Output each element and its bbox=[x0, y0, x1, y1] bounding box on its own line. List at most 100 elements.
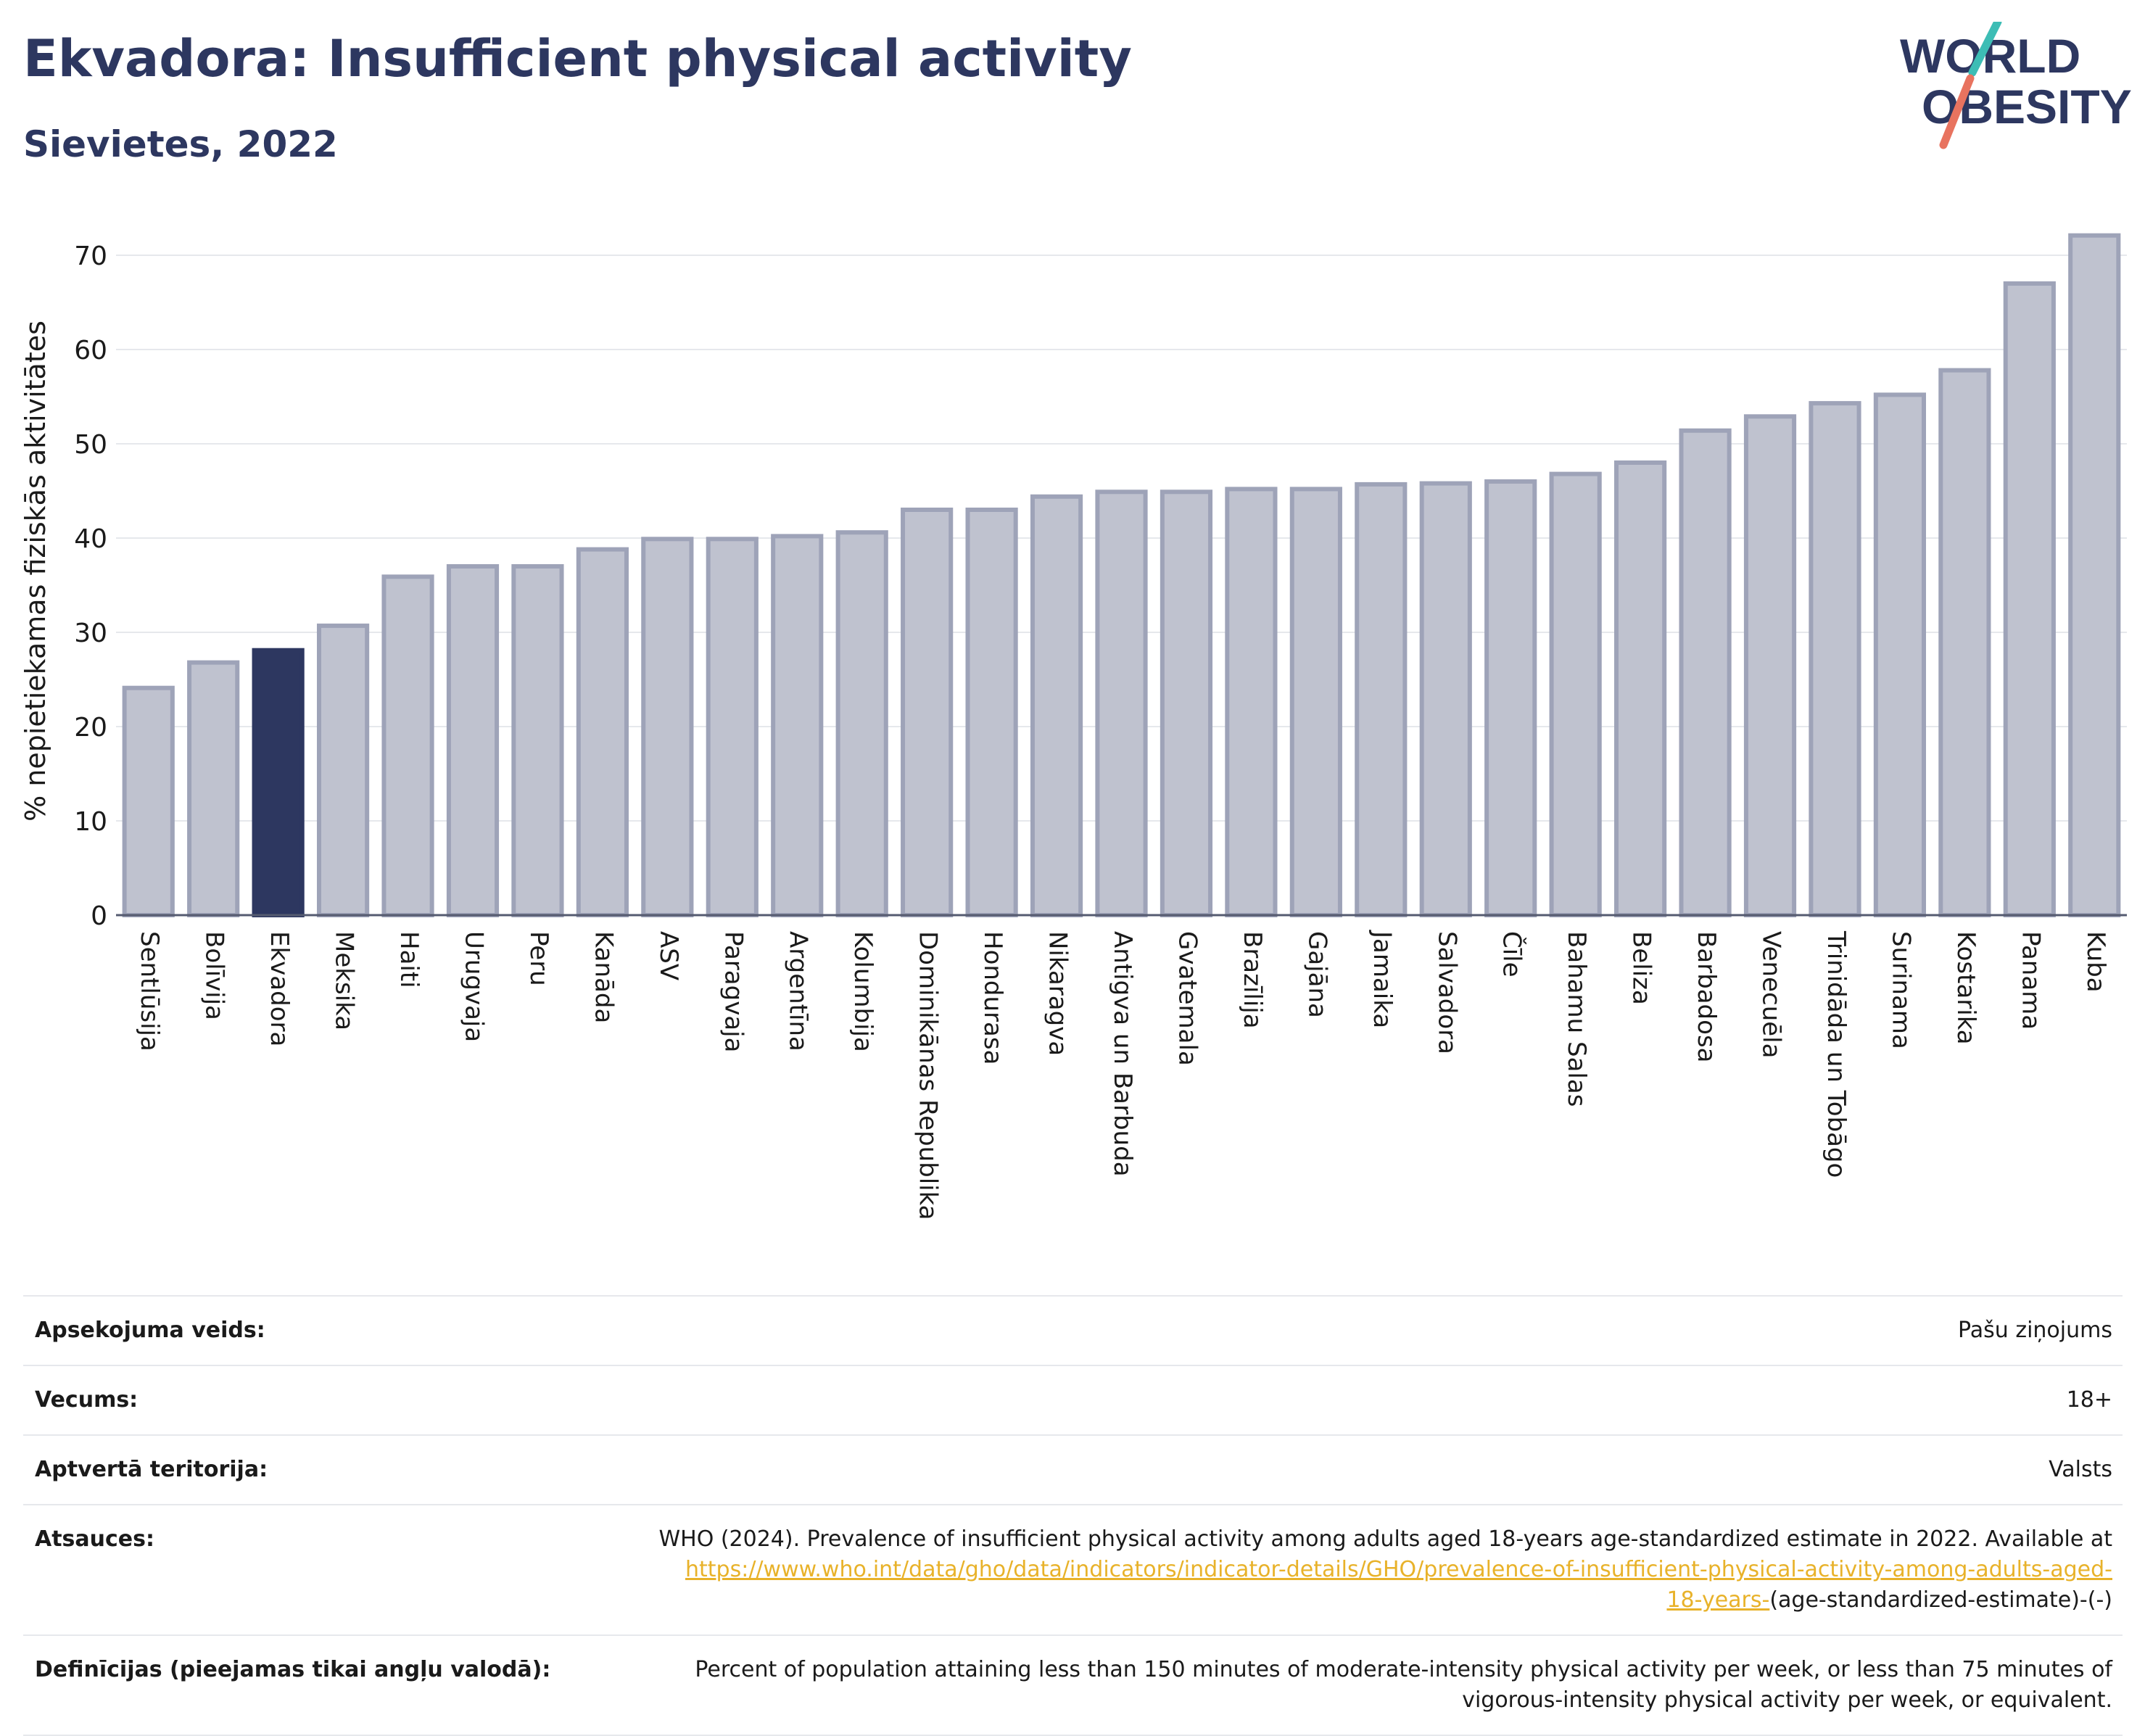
metadata-table: Apsekojuma veids: Pašu ziņojums Vecums: … bbox=[23, 1295, 2123, 1736]
bar bbox=[576, 547, 629, 917]
logo-slash-coral bbox=[1939, 74, 1975, 149]
x-tick-label: Kanāda bbox=[589, 931, 618, 1023]
coverage-value: Valsts bbox=[567, 1434, 2123, 1505]
bar bbox=[2068, 233, 2121, 917]
bar bbox=[641, 537, 694, 917]
chart-subtitle: Sievietes, 2022 bbox=[23, 123, 338, 165]
definitions-value: Percent of population attaining less tha… bbox=[567, 1634, 2123, 1736]
x-tick-label: Surinama bbox=[1886, 931, 1915, 1049]
bar bbox=[1873, 392, 1927, 917]
x-tick-label: Hondurasa bbox=[978, 931, 1007, 1065]
chart-title: Ekvadora: Insufficient physical activity bbox=[23, 29, 1132, 88]
bar bbox=[1809, 401, 1861, 917]
bar-chart: 0 10 20 30 40 50 60 70 Sentlūsija Bolīvija Ekvado… bbox=[20, 233, 2127, 1220]
y-axis-label: % nepietiekamas fiziskās aktivitātes bbox=[20, 321, 51, 822]
bar bbox=[771, 534, 824, 917]
x-tick-label: Bahamu Salas bbox=[1562, 931, 1591, 1107]
bar bbox=[2003, 281, 2056, 917]
bar bbox=[1289, 487, 1342, 917]
x-tick-label: Meksika bbox=[330, 931, 359, 1030]
survey-type-label: Apsekojuma veids: bbox=[23, 1295, 567, 1365]
x-tick-label: Barbadosa bbox=[1692, 931, 1721, 1063]
references-text: WHO (2024). Prevalence of insufficient p… bbox=[658, 1526, 2112, 1552]
y-tick-label: 40 bbox=[74, 524, 107, 554]
age-value: 18+ bbox=[567, 1365, 2123, 1435]
x-tick-label: Kuba bbox=[2081, 931, 2110, 993]
references-suffix: (age-standardized-estimate)-(-) bbox=[1769, 1587, 2112, 1613]
x-tick-label: Kolumbija bbox=[848, 931, 877, 1052]
bar bbox=[1160, 489, 1213, 917]
meta-row-definitions: Definīcijas (pieejamas tikai angļu valod… bbox=[23, 1634, 2123, 1736]
bar bbox=[1355, 481, 1408, 917]
y-tick-label: 60 bbox=[74, 336, 107, 365]
x-tick-label: Dominikānas Republika bbox=[914, 931, 943, 1220]
y-tick-label: 50 bbox=[74, 430, 107, 460]
x-tick-label: Jamaika bbox=[1368, 930, 1397, 1028]
meta-row-references: Atsauces: WHO (2024). Prevalence of insu… bbox=[23, 1504, 2123, 1635]
meta-row-survey: Apsekojuma veids: Pašu ziņojums bbox=[23, 1295, 2123, 1365]
x-tick-label: Sentlūsija bbox=[135, 931, 164, 1051]
references-value: WHO (2024). Prevalence of insufficient p… bbox=[567, 1504, 2123, 1635]
bar bbox=[316, 623, 370, 918]
bar bbox=[1549, 471, 1602, 917]
references-link-2[interactable]: 18-years- bbox=[1666, 1587, 1770, 1613]
world-obesity-logo: WORLD OBESITY bbox=[1900, 22, 2132, 149]
bar-highlighted bbox=[252, 648, 305, 917]
bar bbox=[901, 508, 954, 917]
x-tick-label: Paragvaja bbox=[719, 931, 748, 1052]
bar bbox=[965, 508, 1018, 917]
age-label: Vecums: bbox=[23, 1365, 567, 1435]
x-tick-label: Ekvadora bbox=[265, 931, 294, 1046]
bar bbox=[1614, 460, 1667, 917]
definitions-label: Definīcijas (pieejamas tikai angļu valod… bbox=[23, 1634, 567, 1736]
y-tick-labels: 0 10 20 30 40 50 60 70 bbox=[74, 241, 107, 931]
x-tick-label: Čīle bbox=[1497, 931, 1527, 977]
definitions-line-2: vigorous-intensity physical activity per… bbox=[1462, 1687, 2112, 1713]
bar bbox=[1679, 428, 1732, 917]
bar bbox=[1225, 487, 1278, 917]
bar bbox=[1484, 479, 1537, 917]
x-tick-label: Gvatemala bbox=[1173, 931, 1202, 1066]
y-tick-label: 20 bbox=[74, 713, 107, 743]
bar bbox=[511, 564, 564, 917]
bar bbox=[187, 660, 240, 917]
logo-slash-teal bbox=[1968, 22, 2002, 77]
x-tick-label: Trinidāda un Tobāgo bbox=[1822, 930, 1851, 1178]
x-tick-label: Venecuēla bbox=[1757, 931, 1786, 1058]
x-tick-label: Panama bbox=[2016, 931, 2045, 1030]
x-tick-label: Argentīna bbox=[784, 931, 813, 1051]
bar bbox=[1743, 414, 1797, 917]
bar bbox=[122, 685, 175, 917]
x-tick-label: Brazīlija bbox=[1238, 931, 1267, 1029]
x-tick-label: Kostarika bbox=[1951, 931, 1980, 1045]
bars bbox=[122, 233, 2121, 918]
x-tick-labels: Sentlūsija Bolīvija Ekvadora Meksika Haiti Ur… bbox=[135, 930, 2110, 1220]
survey-type-value: Pašu ziņojums bbox=[567, 1295, 2123, 1365]
bar bbox=[1095, 489, 1148, 917]
y-tick-label: 70 bbox=[74, 241, 107, 271]
x-tick-label: Salvadora bbox=[1432, 931, 1461, 1054]
x-tick-label: Gajāna bbox=[1302, 931, 1331, 1018]
bar bbox=[446, 564, 500, 917]
x-tick-label: Bolīvija bbox=[200, 931, 229, 1020]
bar bbox=[1419, 481, 1472, 917]
references-label: Atsauces: bbox=[23, 1504, 567, 1635]
x-tick-label: Nikaragva bbox=[1043, 931, 1072, 1056]
bar bbox=[1030, 494, 1083, 917]
x-tick-label: Beliza bbox=[1627, 931, 1656, 1005]
y-tick-label: 0 bbox=[91, 901, 107, 931]
y-tick-label: 10 bbox=[74, 807, 107, 837]
meta-row-coverage: Aptvertā teritorija: Valsts bbox=[23, 1434, 2123, 1505]
bar bbox=[706, 537, 759, 917]
x-tick-label: Haiti bbox=[394, 931, 423, 988]
x-tick-label: Antigva un Barbuda bbox=[1108, 931, 1137, 1177]
coverage-label: Aptvertā teritorija: bbox=[23, 1434, 567, 1505]
x-tick-label: Peru bbox=[524, 931, 553, 986]
x-tick-label: ASV bbox=[654, 931, 683, 980]
definitions-line-1: Percent of population attaining less tha… bbox=[695, 1657, 2112, 1682]
y-tick-label: 30 bbox=[74, 619, 107, 648]
bar bbox=[381, 574, 434, 917]
meta-row-age: Vecums: 18+ bbox=[23, 1365, 2123, 1435]
references-link-1[interactable]: https://www.who.int/data/gho/data/indica… bbox=[685, 1557, 2112, 1582]
bar bbox=[1938, 368, 1991, 918]
